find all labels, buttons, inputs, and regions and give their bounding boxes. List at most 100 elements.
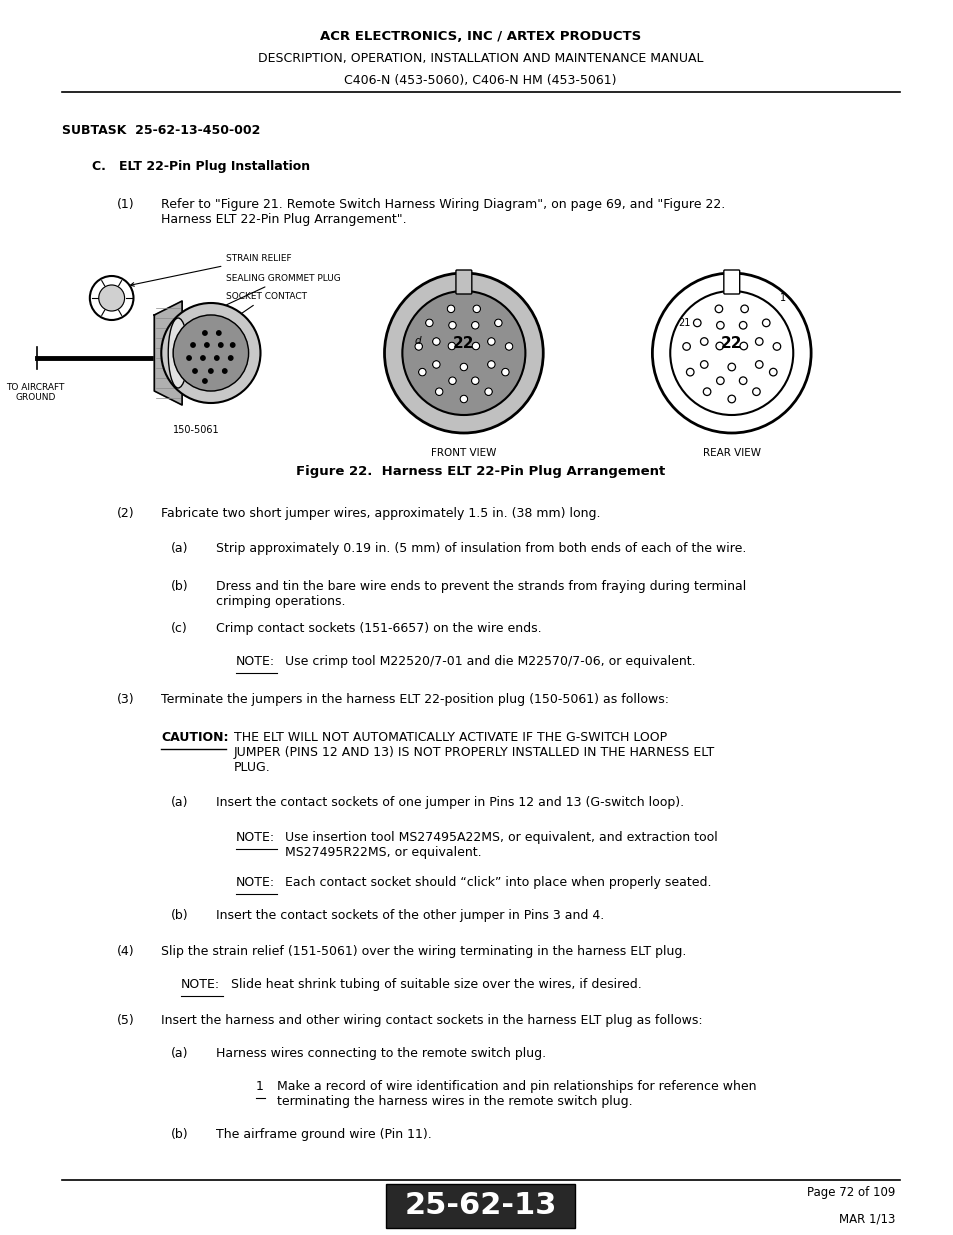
- Circle shape: [484, 388, 492, 395]
- Circle shape: [209, 369, 213, 373]
- Circle shape: [193, 369, 197, 373]
- Circle shape: [214, 356, 219, 361]
- Circle shape: [229, 356, 233, 361]
- Text: NOTE:: NOTE:: [235, 876, 274, 889]
- Text: Use crimp tool M22520/7-01 and die M22570/7-06, or equivalent.: Use crimp tool M22520/7-01 and die M2257…: [285, 655, 695, 668]
- FancyBboxPatch shape: [456, 270, 472, 294]
- Text: NOTE:: NOTE:: [235, 655, 274, 668]
- Circle shape: [231, 343, 234, 347]
- Text: Make a record of wire identification and pin relationships for reference when
te: Make a record of wire identification and…: [277, 1079, 756, 1108]
- Text: DESCRIPTION, OPERATION, INSTALLATION AND MAINTENANCE MANUAL: DESCRIPTION, OPERATION, INSTALLATION AND…: [257, 52, 702, 65]
- Circle shape: [432, 337, 439, 346]
- Text: Strip approximately 0.19 in. (5 mm) of insulation from both ends of each of the : Strip approximately 0.19 in. (5 mm) of i…: [215, 542, 745, 555]
- Circle shape: [459, 363, 467, 370]
- Circle shape: [769, 368, 777, 375]
- Text: Use insertion tool MS27495A22MS, or equivalent, and extraction tool
MS27495R22MS: Use insertion tool MS27495A22MS, or equi…: [285, 831, 718, 860]
- Text: (a): (a): [171, 1047, 189, 1060]
- Circle shape: [187, 356, 191, 361]
- Circle shape: [686, 368, 693, 375]
- Circle shape: [218, 343, 223, 347]
- Text: Crimp contact sockets (151-6657) on the wire ends.: Crimp contact sockets (151-6657) on the …: [215, 622, 541, 635]
- Circle shape: [161, 303, 260, 403]
- Circle shape: [487, 361, 495, 368]
- Circle shape: [700, 361, 707, 368]
- Text: (a): (a): [171, 797, 189, 809]
- Circle shape: [652, 273, 810, 433]
- Text: (b): (b): [171, 580, 189, 593]
- Text: (2): (2): [116, 508, 134, 520]
- Text: Page 72 of 109: Page 72 of 109: [806, 1186, 895, 1199]
- Circle shape: [402, 291, 525, 415]
- Text: 22: 22: [453, 336, 475, 351]
- Circle shape: [415, 342, 422, 351]
- Circle shape: [761, 319, 769, 327]
- Circle shape: [682, 342, 690, 351]
- Text: C.   ELT 22-Pin Plug Installation: C. ELT 22-Pin Plug Installation: [91, 161, 310, 173]
- Text: Insert the harness and other wiring contact sockets in the harness ELT plug as f: Insert the harness and other wiring cont…: [161, 1014, 702, 1028]
- Circle shape: [471, 321, 478, 329]
- Text: MAR 1/13: MAR 1/13: [839, 1213, 895, 1226]
- Text: SEALING GROMMET PLUG: SEALING GROMMET PLUG: [187, 274, 340, 324]
- Text: The airframe ground wire (Pin 11).: The airframe ground wire (Pin 11).: [215, 1128, 431, 1141]
- Text: REAR VIEW: REAR VIEW: [702, 448, 760, 458]
- Circle shape: [494, 319, 501, 327]
- Text: Insert the contact sockets of one jumper in Pins 12 and 13 (G-switch loop).: Insert the contact sockets of one jumper…: [215, 797, 683, 809]
- Circle shape: [90, 275, 133, 320]
- Circle shape: [203, 331, 207, 335]
- Text: (4): (4): [116, 945, 134, 958]
- Circle shape: [191, 343, 195, 347]
- Text: FRONT VIEW: FRONT VIEW: [431, 448, 497, 458]
- Text: STRAIN RELIEF: STRAIN RELIEF: [131, 254, 291, 287]
- Circle shape: [459, 395, 467, 403]
- Circle shape: [693, 319, 700, 327]
- Circle shape: [715, 305, 722, 312]
- Circle shape: [205, 343, 209, 347]
- Ellipse shape: [168, 317, 188, 388]
- Circle shape: [216, 331, 221, 335]
- Circle shape: [473, 305, 480, 312]
- Circle shape: [755, 337, 762, 346]
- Text: 25-62-13: 25-62-13: [404, 1192, 557, 1220]
- Circle shape: [716, 377, 723, 384]
- Circle shape: [727, 395, 735, 403]
- Text: 1: 1: [780, 293, 785, 303]
- Text: 22: 22: [720, 336, 741, 351]
- Circle shape: [222, 369, 227, 373]
- Circle shape: [487, 337, 495, 346]
- Text: THE ELT WILL NOT AUTOMATICALLY ACTIVATE IF THE G-SWITCH LOOP
JUMPER (PINS 12 AND: THE ELT WILL NOT AUTOMATICALLY ACTIVATE …: [233, 731, 714, 774]
- Text: 21: 21: [678, 317, 690, 329]
- Circle shape: [739, 321, 746, 329]
- Text: (b): (b): [171, 1128, 189, 1141]
- Circle shape: [425, 319, 433, 327]
- Circle shape: [740, 305, 747, 312]
- Circle shape: [384, 273, 542, 433]
- Text: Harness wires connecting to the remote switch plug.: Harness wires connecting to the remote s…: [215, 1047, 545, 1060]
- Text: 1: 1: [255, 1079, 263, 1093]
- Circle shape: [203, 379, 207, 383]
- Text: (1): (1): [116, 198, 134, 211]
- Text: (a): (a): [171, 542, 189, 555]
- Circle shape: [752, 388, 760, 395]
- Text: TO AIRCRAFT
GROUND: TO AIRCRAFT GROUND: [6, 383, 65, 403]
- Text: Terminate the jumpers in the harness ELT 22-position plug (150-5061) as follows:: Terminate the jumpers in the harness ELT…: [161, 693, 669, 706]
- Text: (b): (b): [171, 909, 189, 923]
- Polygon shape: [154, 301, 182, 405]
- Text: Dress and tin the bare wire ends to prevent the strands from fraying during term: Dress and tin the bare wire ends to prev…: [215, 580, 745, 608]
- Circle shape: [670, 291, 793, 415]
- Text: SUBTASK  25-62-13-450-002: SUBTASK 25-62-13-450-002: [62, 124, 260, 137]
- Text: NOTE:: NOTE:: [181, 978, 220, 990]
- Text: Slip the strain relief (151-5061) over the wiring terminating in the harness ELT: Slip the strain relief (151-5061) over t…: [161, 945, 686, 958]
- Circle shape: [99, 285, 125, 311]
- Circle shape: [447, 305, 455, 312]
- Circle shape: [435, 388, 442, 395]
- Circle shape: [505, 342, 513, 351]
- Circle shape: [200, 356, 205, 361]
- FancyBboxPatch shape: [723, 270, 739, 294]
- Circle shape: [448, 342, 456, 350]
- Circle shape: [501, 368, 509, 375]
- Circle shape: [418, 368, 426, 375]
- Circle shape: [432, 361, 439, 368]
- Text: Fabricate two short jumper wires, approximately 1.5 in. (38 mm) long.: Fabricate two short jumper wires, approx…: [161, 508, 600, 520]
- Circle shape: [716, 321, 723, 329]
- Circle shape: [755, 361, 762, 368]
